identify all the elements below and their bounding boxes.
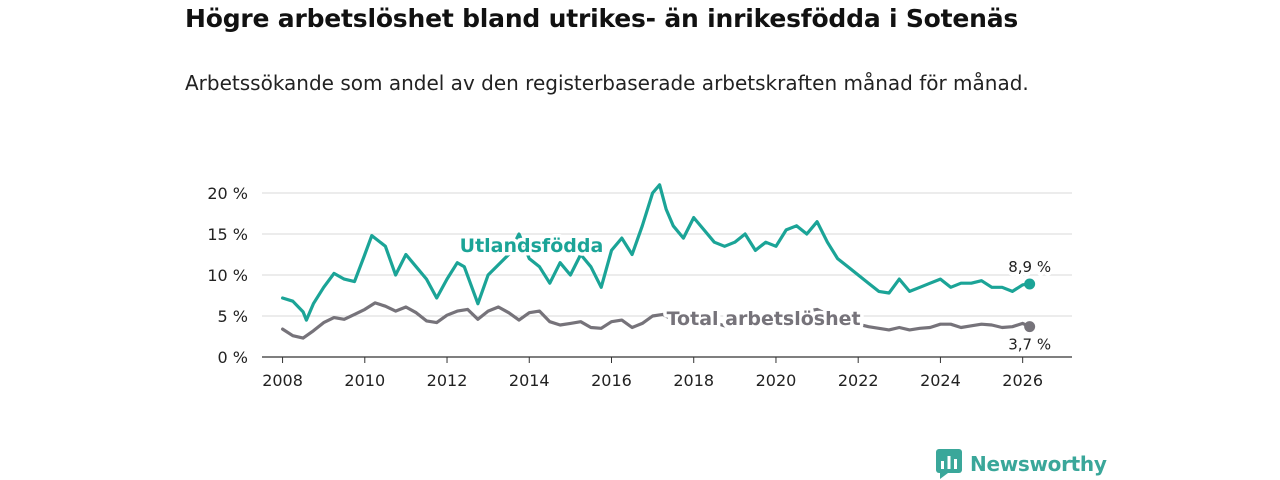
y-tick-label: 20 %: [207, 184, 248, 203]
chart-subtitle: Arbetssökande som andel av den registerb…: [185, 71, 1029, 95]
x-tick-label: 2022: [838, 371, 879, 390]
x-tick-label: 2010: [344, 371, 385, 390]
newsworthy-logo-icon: [936, 449, 962, 479]
end-point-total: [1024, 321, 1036, 333]
y-tick-label: 10 %: [207, 266, 248, 285]
chart-title: Högre arbetslöshet bland utrikes- än inr…: [185, 4, 1019, 33]
end-value-total: 3,7 %: [1008, 336, 1051, 354]
x-tick-label: 2020: [756, 371, 797, 390]
y-tick-label: 0 %: [218, 348, 248, 367]
x-tick-label: 2014: [509, 371, 550, 390]
x-tick-label: 2018: [673, 371, 714, 390]
x-tick-label: 2024: [920, 371, 961, 390]
y-tick-label: 5 %: [218, 307, 248, 326]
end-value-utlandsfodda: 8,9 %: [1008, 258, 1051, 276]
series-label-utlandsfodda: Utlandsfödda: [460, 235, 604, 257]
x-tick-label: 2026: [1002, 371, 1043, 390]
x-tick-label: 2008: [262, 371, 303, 390]
end-point-utlandsfodda: [1024, 278, 1036, 290]
brand-name: Newsworthy: [970, 452, 1107, 476]
x-tick-label: 2012: [427, 371, 468, 390]
newsworthy-brand[interactable]: Newsworthy: [936, 448, 1107, 480]
x-tick-label: 2016: [591, 371, 632, 390]
y-tick-label: 15 %: [207, 225, 248, 244]
series-label-total: Total arbetslöshet: [667, 308, 861, 330]
series-line-total: [281, 301, 1032, 340]
series-line-utlandsfodda: [281, 183, 1032, 322]
